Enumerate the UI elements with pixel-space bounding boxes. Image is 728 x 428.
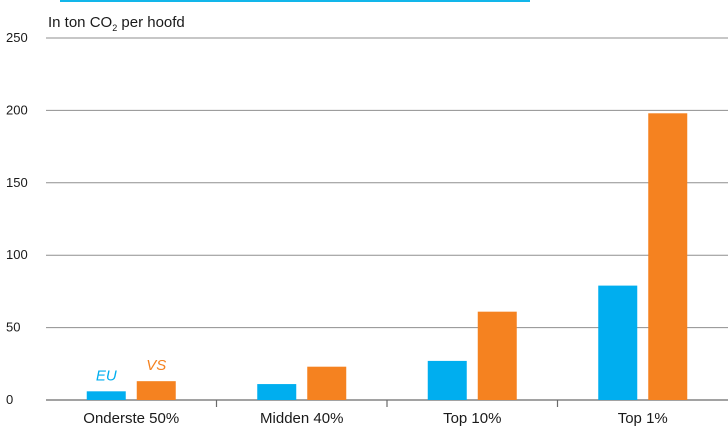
x-tick-label: Top 10% xyxy=(443,410,501,427)
y-tick-label: 250 xyxy=(6,30,28,45)
y-axis-ticks: 0 50 100 150 200 250 xyxy=(6,30,28,407)
series-label-eu: EU xyxy=(96,367,117,384)
bar-eu-4 xyxy=(598,285,638,400)
bar-eu-3 xyxy=(427,360,467,400)
bar-vs-2 xyxy=(307,366,347,400)
y-tick-label: 0 xyxy=(6,392,13,407)
unit-label: In ton CO2 per hoofd xyxy=(48,14,185,33)
x-tick-label: Midden 40% xyxy=(260,410,343,427)
series-label-vs: VS xyxy=(146,357,166,374)
y-tick-label: 150 xyxy=(6,175,28,190)
x-axis-ticks: Onderste 50% Midden 40% Top 10% Top 1% xyxy=(83,400,668,427)
y-tick-label: 200 xyxy=(6,102,28,117)
bar-vs-3 xyxy=(477,311,517,400)
top-color-strip xyxy=(60,0,530,2)
y-tick-label: 100 xyxy=(6,247,28,262)
bar-eu-2 xyxy=(257,384,297,400)
x-tick-label: Top 1% xyxy=(618,410,668,427)
bar-vs-1 xyxy=(136,381,176,400)
bar-eu-1 xyxy=(86,391,126,400)
bars xyxy=(86,113,688,401)
bar-vs-4 xyxy=(648,113,688,401)
y-tick-label: 50 xyxy=(6,320,20,335)
series-labels: EU VS xyxy=(96,357,166,384)
x-tick-label: Onderste 50% xyxy=(83,410,179,427)
